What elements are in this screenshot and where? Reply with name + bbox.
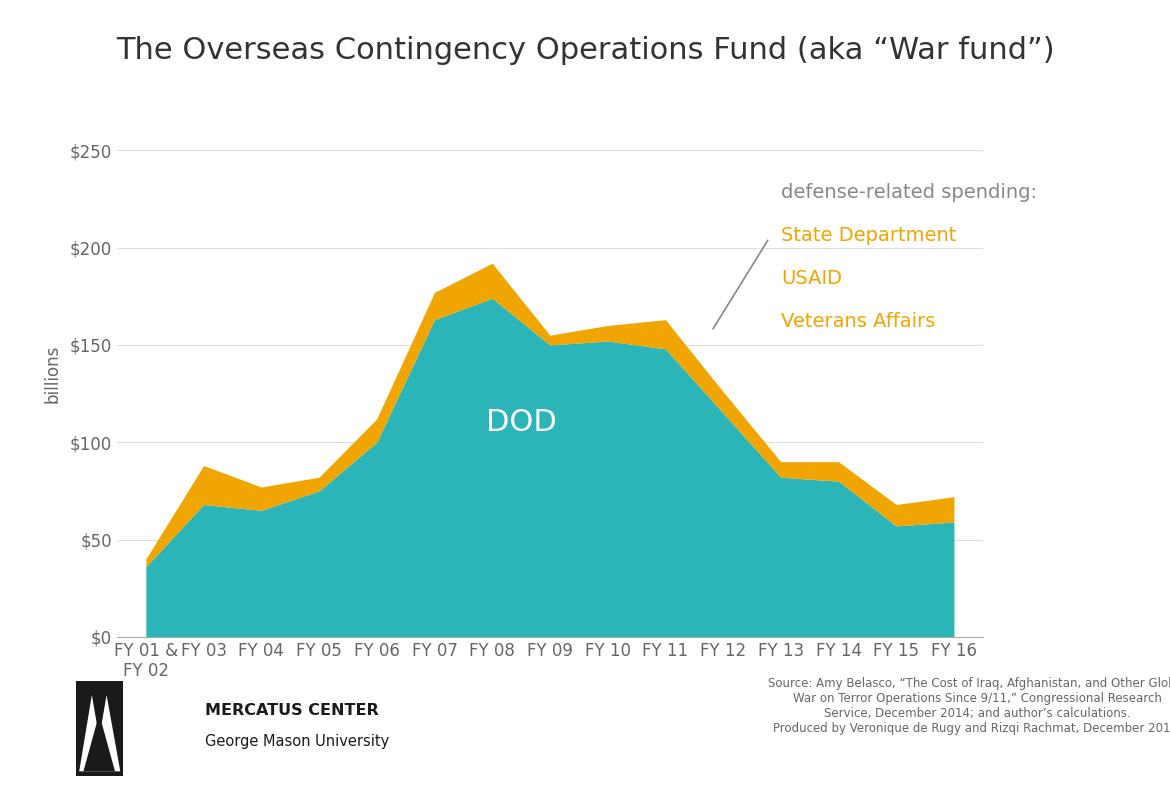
- Text: MERCATUS CENTER: MERCATUS CENTER: [205, 703, 379, 717]
- Text: Veterans Affairs: Veterans Affairs: [780, 312, 935, 331]
- Text: State Department: State Department: [780, 226, 956, 245]
- Y-axis label: billions: billions: [43, 345, 62, 404]
- Text: USAID: USAID: [780, 269, 841, 288]
- Text: The Overseas Contingency Operations Fund (aka “War fund”): The Overseas Contingency Operations Fund…: [116, 36, 1054, 64]
- Text: defense-related spending:: defense-related spending:: [780, 183, 1037, 202]
- Text: Source: Amy Belasco, “The Cost of Iraq, Afghanistan, and Other Global
War on Ter: Source: Amy Belasco, “The Cost of Iraq, …: [768, 677, 1170, 735]
- Text: DOD: DOD: [486, 408, 557, 437]
- Text: George Mason University: George Mason University: [205, 735, 388, 749]
- Polygon shape: [83, 714, 115, 771]
- Bar: [76, 681, 124, 776]
- Polygon shape: [80, 695, 121, 771]
